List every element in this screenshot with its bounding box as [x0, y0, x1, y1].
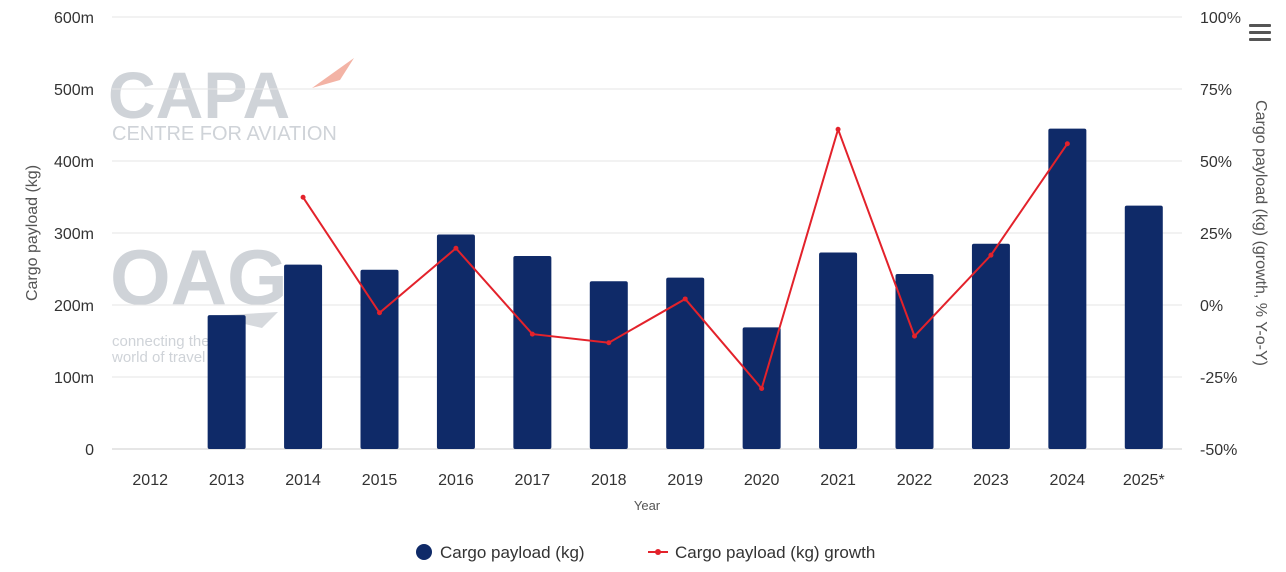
bar[interactable] [284, 264, 323, 449]
bar[interactable] [666, 277, 705, 449]
bar[interactable] [513, 256, 552, 449]
menu-bar [1249, 31, 1271, 34]
bar[interactable] [819, 252, 858, 449]
oag-tagline-line1: connecting the [112, 333, 210, 350]
y-tick-label: 0 [85, 442, 94, 459]
line-point[interactable] [453, 245, 459, 251]
bar-series [207, 128, 1163, 449]
oag-tagline-line2: world of travel [111, 349, 205, 366]
bar[interactable] [1124, 205, 1163, 449]
bar[interactable] [895, 274, 934, 449]
line-point[interactable] [835, 126, 841, 132]
legend-label-bars: Cargo payload (kg) [440, 543, 585, 562]
line-point[interactable] [759, 386, 765, 392]
y2-axis-title: Cargo payload (kg) (growth, % Y-o-Y) [1252, 100, 1269, 366]
bar[interactable] [971, 243, 1010, 449]
x-tick-label: 2019 [667, 472, 703, 489]
y-tick-label: 300m [54, 226, 94, 243]
x-tick-label: 2023 [973, 472, 1009, 489]
x-tick-label: 2016 [438, 472, 474, 489]
x-tick-label: 2015 [362, 472, 398, 489]
x-tick-label: 2014 [285, 472, 321, 489]
y-axis-right: -50% -25% 0% 25% 50% 75% 100% [1200, 10, 1241, 459]
x-tick-label: 2024 [1050, 472, 1086, 489]
y2-tick-label: 100% [1200, 10, 1241, 27]
bar[interactable] [436, 234, 475, 449]
y-axis-title: Cargo payload (kg) [24, 165, 41, 301]
legend: Cargo payload (kg) Cargo payload (kg) gr… [416, 543, 875, 562]
x-tick-label: 2013 [209, 472, 245, 489]
oag-tagline: connecting the world of travel [111, 333, 210, 366]
line-point[interactable] [529, 331, 535, 337]
y2-tick-label: -25% [1200, 370, 1237, 387]
x-tick-label: 2020 [744, 472, 780, 489]
menu-bar [1249, 24, 1271, 27]
y2-tick-label: 75% [1200, 82, 1232, 99]
hamburger-menu-icon[interactable] [1249, 24, 1271, 44]
legend-item-line[interactable]: Cargo payload (kg) growth [648, 543, 875, 562]
capa-watermark: CAPA CENTRE FOR AVIATION [108, 58, 354, 145]
x-axis-title: Year [634, 498, 661, 513]
y2-tick-label: -50% [1200, 442, 1237, 459]
line-point[interactable] [606, 340, 612, 346]
legend-line-marker [655, 549, 661, 555]
x-tick-label: 2022 [897, 472, 933, 489]
x-tick-label: 2012 [132, 472, 168, 489]
line-point[interactable] [1064, 141, 1070, 147]
bar[interactable] [360, 269, 399, 449]
x-tick-label: 2017 [515, 472, 551, 489]
bar[interactable] [1048, 128, 1087, 449]
legend-item-bars[interactable]: Cargo payload (kg) [416, 543, 585, 562]
menu-bar [1249, 38, 1271, 41]
capa-logo-text: CAPA [108, 58, 290, 132]
y-tick-label: 100m [54, 370, 94, 387]
x-tick-label: 2018 [591, 472, 627, 489]
line-series [300, 126, 1070, 392]
line-point[interactable] [912, 333, 917, 339]
x-axis: 2012 2013 2014 2015 2016 2017 2018 2019 2020 2021… [132, 472, 1164, 489]
line-point[interactable] [988, 252, 994, 258]
y2-tick-label: 0% [1200, 298, 1223, 315]
y2-tick-label: 25% [1200, 226, 1232, 243]
capa-tagline: CENTRE FOR AVIATION [112, 123, 337, 145]
x-tick-label: 2021 [820, 472, 856, 489]
legend-bar-swatch [416, 544, 432, 560]
line-point[interactable] [377, 310, 382, 316]
y-tick-label: 400m [54, 154, 94, 171]
oag-logo-text: OAG [110, 233, 288, 321]
capa-swoosh-icon [312, 58, 354, 88]
x-tick-label: 2025* [1123, 472, 1165, 489]
y-tick-label: 200m [54, 298, 94, 315]
line-point[interactable] [300, 194, 306, 200]
y2-tick-label: 50% [1200, 154, 1232, 171]
y-axis-left: 0 100m 200m 300m 400m 500m 600m [54, 10, 94, 459]
legend-label-line: Cargo payload (kg) growth [675, 543, 875, 562]
bar[interactable] [207, 315, 246, 449]
bar[interactable] [589, 281, 628, 449]
oag-watermark: OAG connecting the world of travel [110, 233, 288, 366]
line-point[interactable] [682, 296, 688, 302]
y-tick-label: 500m [54, 82, 94, 99]
y-tick-label: 600m [54, 10, 94, 27]
